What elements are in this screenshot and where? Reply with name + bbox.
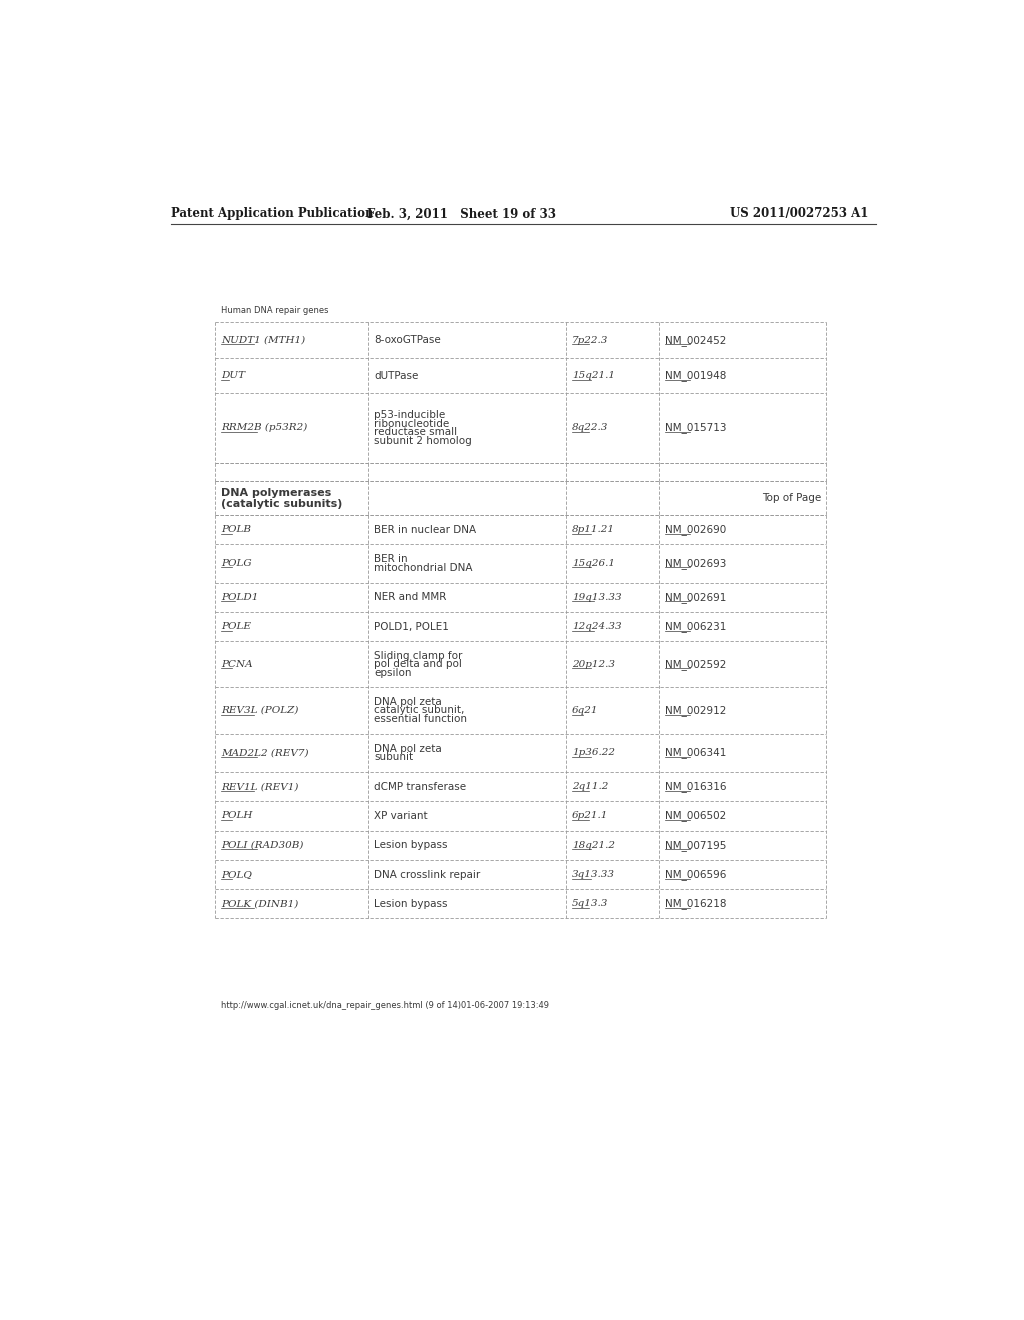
Text: NM_002691: NM_002691 [665, 591, 726, 603]
Text: ribonucleotide: ribonucleotide [375, 418, 450, 429]
Text: 19q13.33: 19q13.33 [572, 593, 622, 602]
Text: BER in nuclear DNA: BER in nuclear DNA [375, 524, 476, 535]
Text: POLK (DINB1): POLK (DINB1) [221, 899, 298, 908]
Text: POLG: POLG [221, 558, 252, 568]
Text: BER in: BER in [375, 554, 409, 564]
Text: p53-inducible: p53-inducible [375, 411, 445, 420]
Text: NM_002592: NM_002592 [665, 659, 726, 669]
Text: dUTPase: dUTPase [375, 371, 419, 380]
Text: DNA polymerases: DNA polymerases [221, 488, 331, 499]
Text: NER and MMR: NER and MMR [375, 593, 446, 602]
Text: Lesion bypass: Lesion bypass [375, 899, 447, 908]
Text: NM_006596: NM_006596 [665, 869, 726, 880]
Text: POLH: POLH [221, 812, 252, 821]
Text: POLE: POLE [221, 622, 251, 631]
Text: mitochondrial DNA: mitochondrial DNA [375, 562, 473, 573]
Text: NM_006231: NM_006231 [665, 622, 726, 632]
Text: 1p36.22: 1p36.22 [572, 748, 615, 758]
Text: REV3L (POLZ): REV3L (POLZ) [221, 706, 298, 715]
Text: reductase small: reductase small [375, 428, 458, 437]
Text: 2q11.2: 2q11.2 [572, 783, 608, 791]
Text: Human DNA repair genes: Human DNA repair genes [221, 306, 329, 314]
Text: 18q21.2: 18q21.2 [572, 841, 615, 850]
Text: NM_007195: NM_007195 [665, 840, 726, 850]
Text: 3q13.33: 3q13.33 [572, 870, 615, 879]
Text: PCNA: PCNA [221, 660, 253, 669]
Text: pol delta and pol: pol delta and pol [375, 659, 462, 669]
Text: subunit: subunit [375, 752, 414, 762]
Text: NM_016218: NM_016218 [665, 899, 727, 909]
Text: NM_002452: NM_002452 [665, 335, 726, 346]
Text: NUDT1 (MTH1): NUDT1 (MTH1) [221, 335, 305, 345]
Text: US 2011/0027253 A1: US 2011/0027253 A1 [730, 207, 868, 220]
Text: essential function: essential function [375, 714, 467, 725]
Text: 8q22.3: 8q22.3 [572, 424, 608, 433]
Text: 8p11.21: 8p11.21 [572, 525, 615, 535]
Text: DNA pol zeta: DNA pol zeta [375, 743, 442, 754]
Text: 8-oxoGTPase: 8-oxoGTPase [375, 335, 441, 345]
Text: 15q21.1: 15q21.1 [572, 371, 615, 380]
Text: 6p21.1: 6p21.1 [572, 812, 608, 821]
Text: http://www.cgal.icnet.uk/dna_repair_genes.html (9 of 14)01-06-2007 19:13:49: http://www.cgal.icnet.uk/dna_repair_gene… [221, 1001, 549, 1010]
Text: POLD1, POLE1: POLD1, POLE1 [375, 622, 450, 631]
Text: XP variant: XP variant [375, 810, 428, 821]
Text: 15q26.1: 15q26.1 [572, 558, 615, 568]
Text: NM_006341: NM_006341 [665, 747, 726, 758]
Text: Feb. 3, 2011   Sheet 19 of 33: Feb. 3, 2011 Sheet 19 of 33 [367, 207, 556, 220]
Text: NM_016316: NM_016316 [665, 781, 727, 792]
Text: MAD2L2 (REV7): MAD2L2 (REV7) [221, 748, 308, 758]
Text: (catalytic subunits): (catalytic subunits) [221, 499, 342, 510]
Text: NM_006502: NM_006502 [665, 810, 726, 821]
Text: 5q13.3: 5q13.3 [572, 899, 608, 908]
Text: 6q21: 6q21 [572, 706, 599, 715]
Text: POLB: POLB [221, 525, 251, 535]
Text: NM_015713: NM_015713 [665, 422, 727, 433]
Text: 12q24.33: 12q24.33 [572, 622, 622, 631]
Text: POLI (RAD30B): POLI (RAD30B) [221, 841, 303, 850]
Text: NM_001948: NM_001948 [665, 370, 726, 381]
Text: Sliding clamp for: Sliding clamp for [375, 651, 463, 660]
Text: dCMP transferase: dCMP transferase [375, 781, 467, 792]
Text: epsilon: epsilon [375, 668, 412, 678]
Text: POLD1: POLD1 [221, 593, 258, 602]
Text: Lesion bypass: Lesion bypass [375, 841, 447, 850]
Text: RRM2B (p53R2): RRM2B (p53R2) [221, 424, 307, 433]
Text: DUT: DUT [221, 371, 245, 380]
Text: Top of Page: Top of Page [763, 492, 821, 503]
Text: POLQ: POLQ [221, 870, 252, 879]
Text: Patent Application Publication: Patent Application Publication [171, 207, 373, 220]
Text: catalytic subunit,: catalytic subunit, [375, 705, 465, 715]
Text: NM_002690: NM_002690 [665, 524, 726, 535]
Text: REV1L (REV1): REV1L (REV1) [221, 783, 298, 791]
Text: NM_002693: NM_002693 [665, 558, 726, 569]
Text: NM_002912: NM_002912 [665, 705, 726, 715]
Text: DNA pol zeta: DNA pol zeta [375, 697, 442, 706]
Text: subunit 2 homolog: subunit 2 homolog [375, 436, 472, 446]
Text: 20p12.3: 20p12.3 [572, 660, 615, 669]
Text: DNA crosslink repair: DNA crosslink repair [375, 870, 480, 879]
Text: 7p22.3: 7p22.3 [572, 335, 608, 345]
